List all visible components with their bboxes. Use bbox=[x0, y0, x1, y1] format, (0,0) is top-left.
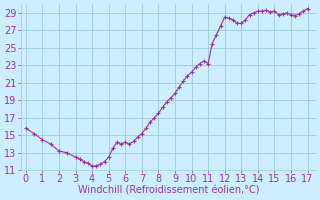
X-axis label: Windchill (Refroidissement éolien,°C): Windchill (Refroidissement éolien,°C) bbox=[77, 186, 259, 196]
